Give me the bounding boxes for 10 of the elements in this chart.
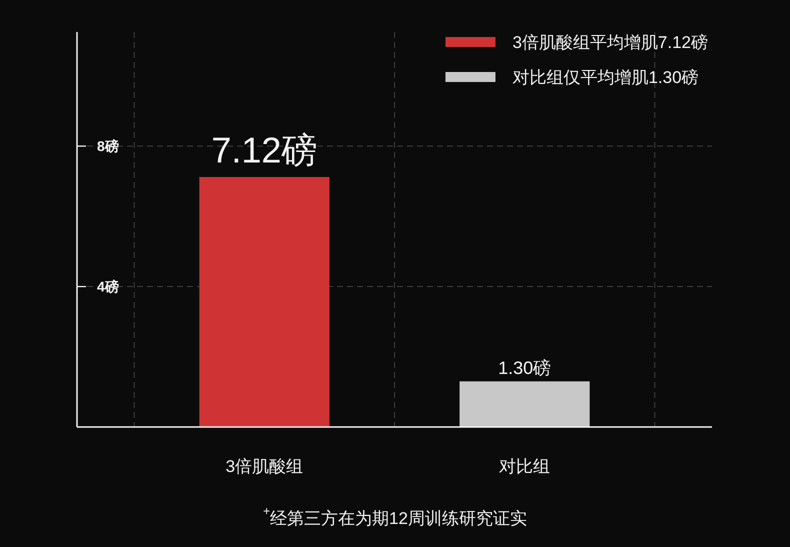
y-tick-label: 4磅 bbox=[97, 278, 119, 295]
y-tick-label: 8磅 bbox=[97, 138, 119, 154]
data-label: 1.30磅 bbox=[498, 358, 552, 378]
data-label: 7.12磅 bbox=[211, 130, 318, 171]
text: $^{+}$经第三方在为期12周训练研究证实 bbox=[263, 504, 527, 528]
legend-label: 对比组仅平均增肌1.30磅 bbox=[512, 68, 699, 86]
x-tick-label: 对比组 bbox=[499, 456, 550, 476]
legend-label: 3倍肌酸组平均增肌7.12磅 bbox=[512, 32, 708, 52]
legend: 3倍肌酸组平均增肌7.12磅 对比组仅平均增肌1.30磅 bbox=[445, 32, 708, 86]
x-tick-label: 3倍肌酸组 bbox=[226, 456, 304, 476]
